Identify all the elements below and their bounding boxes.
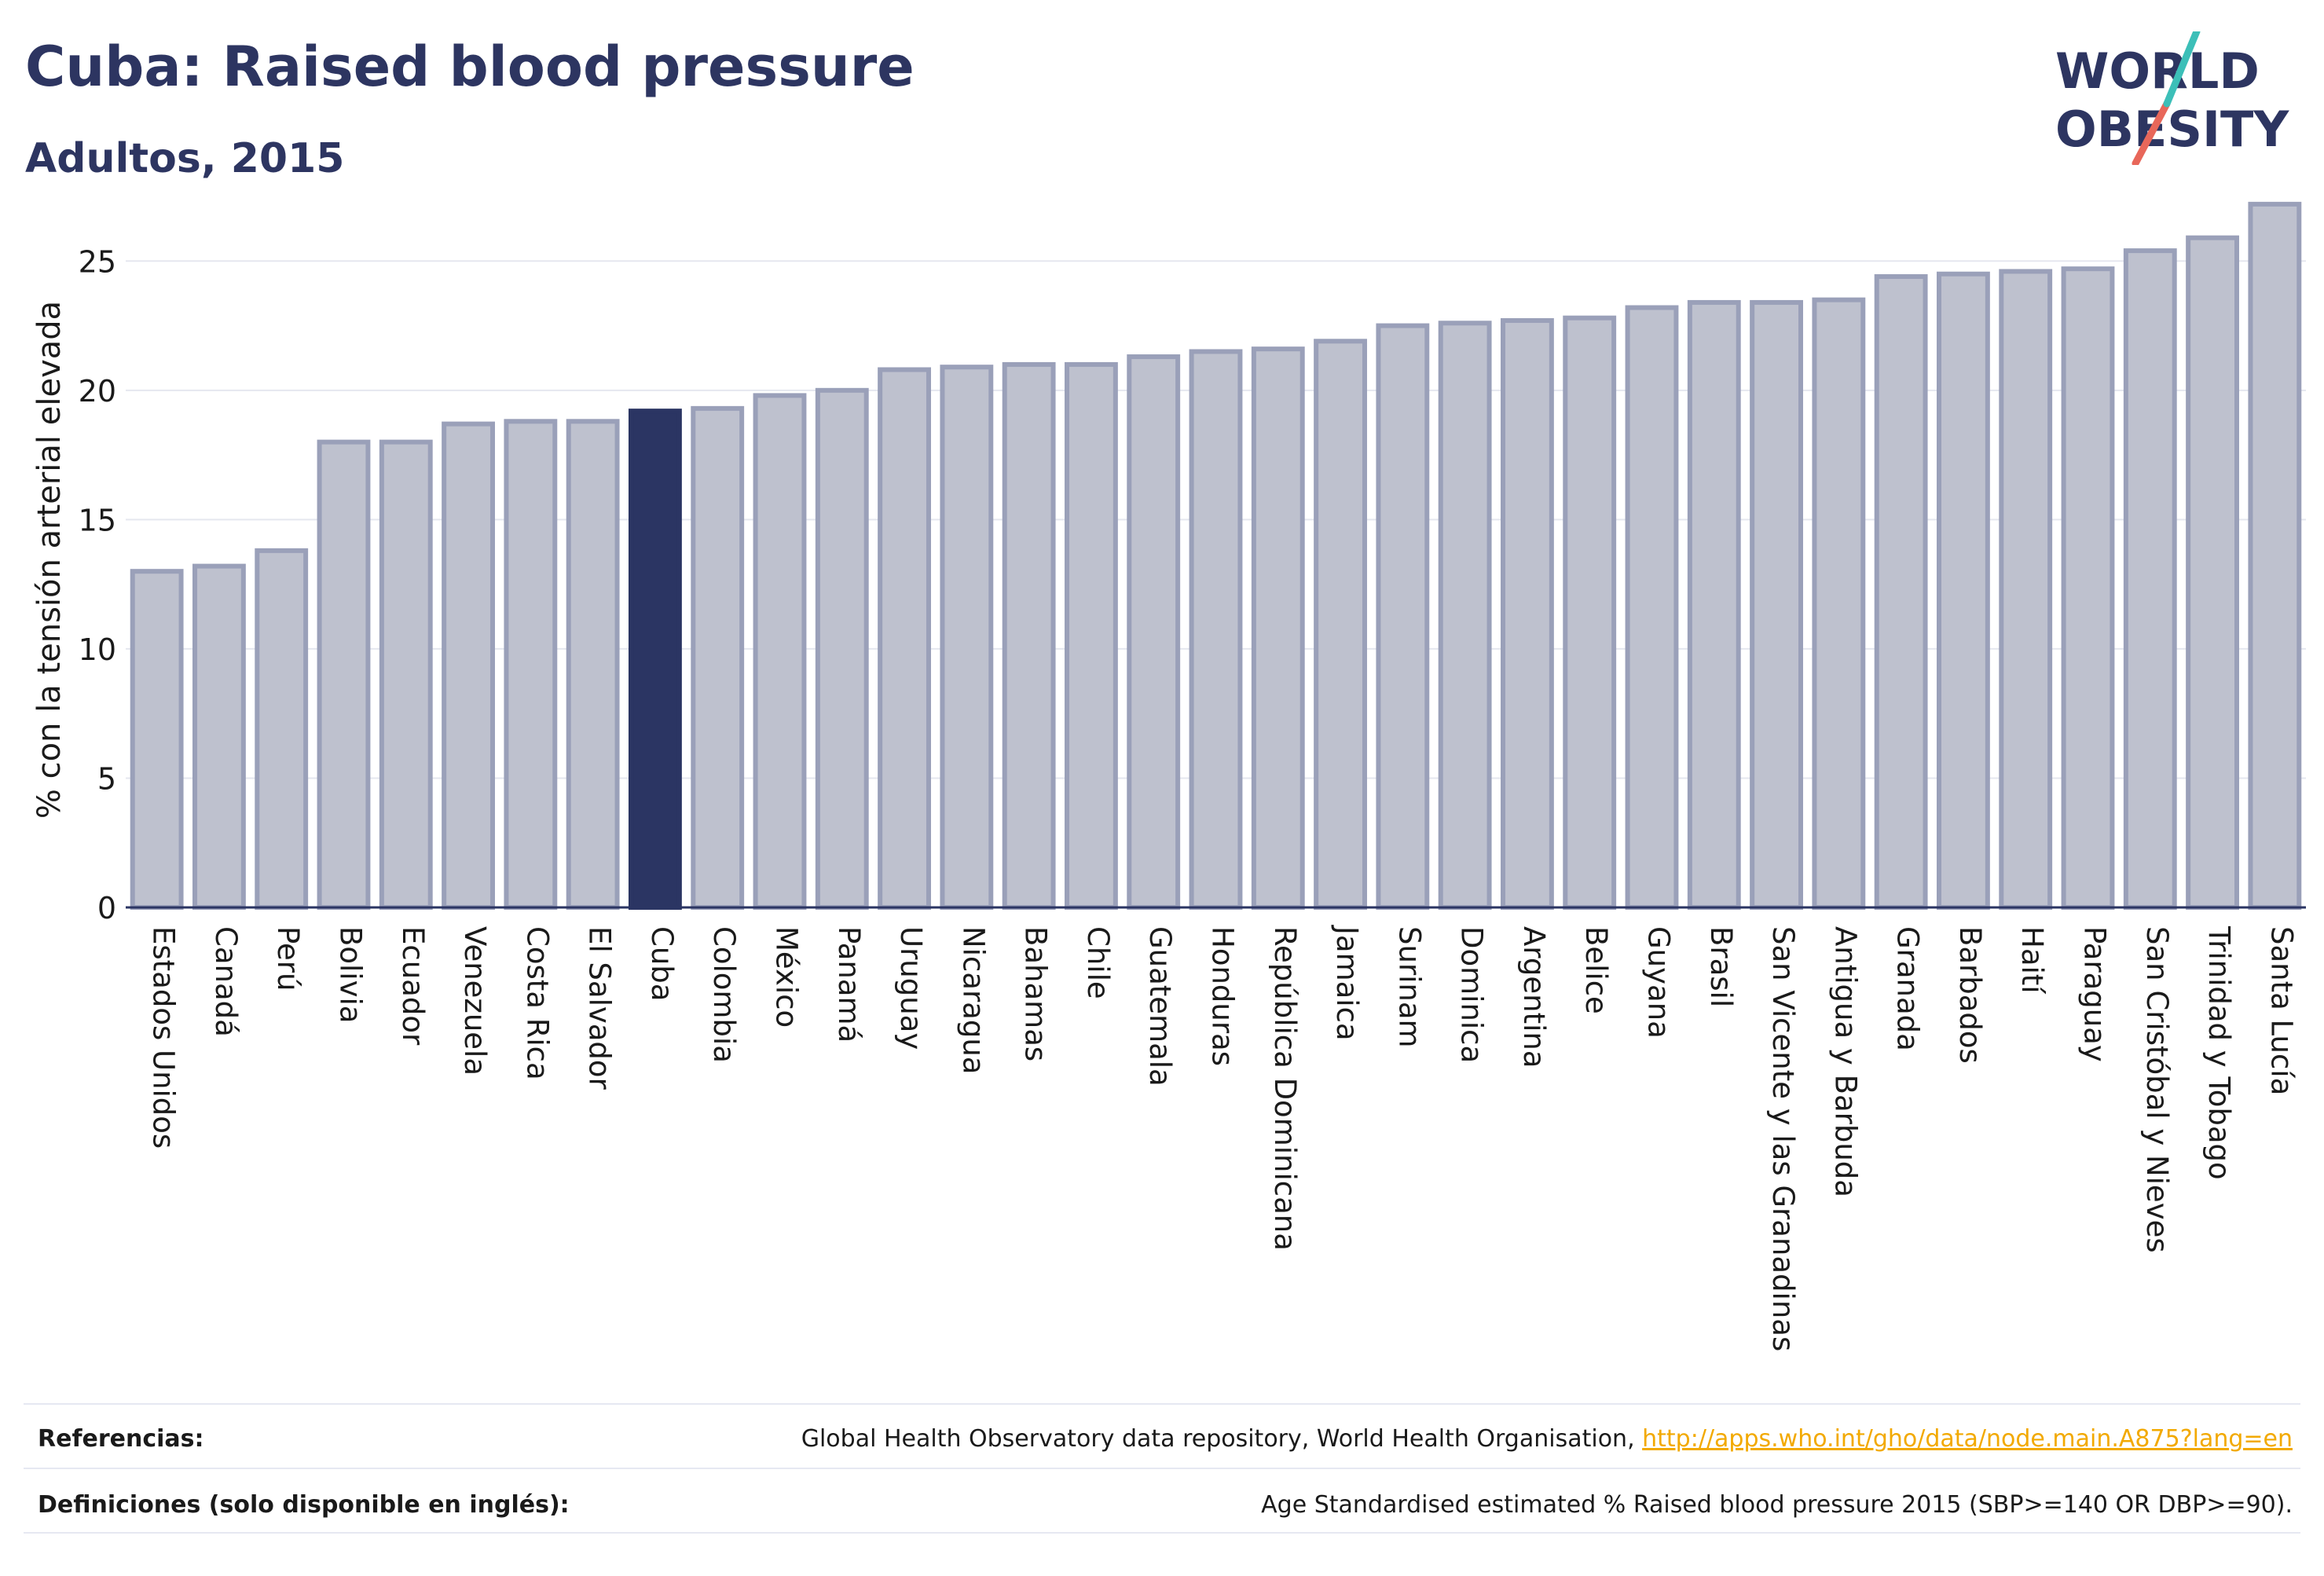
x-tick-label: Venezuela: [458, 926, 492, 1076]
x-tick-label: Canadá: [209, 926, 243, 1037]
bar: [1251, 346, 1305, 910]
y-tick-label: 10: [79, 632, 116, 667]
bar: [629, 409, 682, 910]
bar: [1438, 321, 1492, 911]
y-tick-label: 15: [79, 503, 116, 537]
world-obesity-logo: WORLD OBESITY: [2055, 31, 2289, 165]
bar: [2186, 235, 2239, 910]
x-tick-label: Surinam: [1392, 926, 1426, 1048]
x-tick-label: México: [770, 926, 804, 1028]
x-tick-label: Ecuador: [396, 926, 430, 1046]
logo-word-2: OBESITY: [2055, 101, 2289, 158]
x-tick-label: Estados Unidos: [147, 926, 181, 1149]
x-tick-label: Trinidad y Tobago: [2202, 925, 2236, 1180]
x-tick-label: Cuba: [645, 926, 679, 1001]
bar: [2123, 248, 2177, 911]
x-tick-label: Paraguay: [2078, 926, 2112, 1062]
x-tick-label: Colombia: [707, 926, 741, 1063]
x-tick-label: Honduras: [1206, 926, 1240, 1066]
bar: [1376, 323, 1430, 910]
x-tick-label: Haití: [2015, 926, 2049, 995]
x-tick-label: San Vicente y las Granadinas: [1766, 926, 1800, 1351]
x-tick-label: San Cristóbal y Nieves: [2140, 926, 2174, 1253]
y-tick-label: 5: [97, 761, 116, 796]
logo-slash-lower: [2132, 100, 2171, 165]
bar: [1937, 271, 1990, 910]
bar: [753, 393, 807, 910]
bar: [940, 365, 994, 910]
bar: [379, 439, 433, 910]
bar: [2061, 266, 2115, 910]
bar: [878, 367, 931, 910]
bar-chart: 0 5 10 15 20 25 % con la tensión arterial elev…: [31, 201, 2306, 1351]
footer-divider-middle: [24, 1468, 2300, 1469]
x-tick-label: Dominica: [1455, 926, 1489, 1063]
bar: [1625, 305, 1679, 910]
logo-slash-upper: [2163, 31, 2201, 108]
x-tick-label: Bolivia: [334, 926, 368, 1023]
x-tick-label: Belice: [1579, 926, 1613, 1014]
bar: [1501, 317, 1554, 910]
definitions-text: Age Standardised estimated % Raised bloo…: [1261, 1491, 2293, 1519]
bar: [2248, 201, 2302, 910]
bar: [1065, 361, 1118, 910]
footer-divider-bottom: [24, 1532, 2300, 1534]
logo-word-1: WORLD: [2055, 42, 2260, 100]
bar: [1687, 299, 1741, 911]
x-tick-label: Granada: [1891, 926, 1925, 1051]
bar: [691, 405, 745, 910]
bar: [1127, 354, 1181, 910]
x-tick-label: Panamá: [832, 926, 866, 1043]
x-tick-label: Antigua y Barbuda: [1828, 926, 1862, 1197]
references-text: Global Health Observatory data repositor…: [801, 1425, 1643, 1453]
bar: [1812, 297, 1866, 910]
y-tick-label: 25: [79, 244, 116, 279]
x-tick-label: República Dominicana: [1268, 926, 1302, 1251]
x-tick-label: Guyana: [1642, 926, 1676, 1039]
x-tick-label: Argentina: [1517, 926, 1551, 1068]
chart-title: Cuba: Raised blood pressure: [25, 35, 915, 99]
y-tick-label: 0: [97, 891, 116, 925]
footer-divider-top: [24, 1403, 2300, 1405]
references-value: Global Health Observatory data repositor…: [801, 1425, 2293, 1453]
bar: [1750, 299, 1803, 911]
x-tick-label: Uruguay: [894, 926, 928, 1050]
bar: [815, 387, 869, 910]
x-tick-label: Costa Rica: [520, 926, 554, 1080]
bar: [130, 569, 184, 910]
definitions-label: Definiciones (solo disponible en inglés)…: [38, 1491, 570, 1519]
x-tick-label: Nicaragua: [956, 926, 990, 1074]
footer-definitions-row: Definiciones (solo disponible en inglés)…: [38, 1485, 2293, 1524]
x-tick-label: Brasil: [1704, 926, 1738, 1007]
bar: [317, 439, 371, 910]
x-tick-label: Barbados: [1953, 926, 1987, 1064]
x-tick-label: Perú: [271, 926, 305, 991]
bar: [1563, 315, 1617, 910]
bar: [192, 563, 246, 910]
x-tick-label: Guatemala: [1143, 926, 1177, 1087]
bar: [566, 419, 620, 910]
bar: [255, 548, 309, 910]
bar: [1314, 339, 1367, 911]
bar: [1874, 274, 1928, 910]
x-tick-label: Jamaica: [1330, 925, 1364, 1041]
x-tick-label: Chile: [1081, 926, 1115, 999]
y-axis-label: % con la tensión arterial elevada: [31, 301, 68, 819]
footer-references-row: Referencias: Global Health Observatory d…: [38, 1419, 2293, 1458]
bar: [442, 421, 495, 910]
bar: [504, 419, 558, 910]
references-label: Referencias:: [38, 1425, 204, 1453]
references-link[interactable]: http://apps.who.int/gho/data/node.main.A…: [1642, 1425, 2293, 1453]
bar: [1002, 361, 1056, 910]
y-tick-label: 20: [79, 374, 116, 409]
x-tick-label: Santa Lucía: [2264, 926, 2298, 1095]
bar: [1999, 269, 2053, 911]
x-tick-label: Bahamas: [1019, 926, 1053, 1061]
bar: [1189, 349, 1243, 911]
chart-subtitle: Adultos, 2015: [25, 135, 345, 182]
x-tick-label: El Salvador: [583, 926, 617, 1090]
